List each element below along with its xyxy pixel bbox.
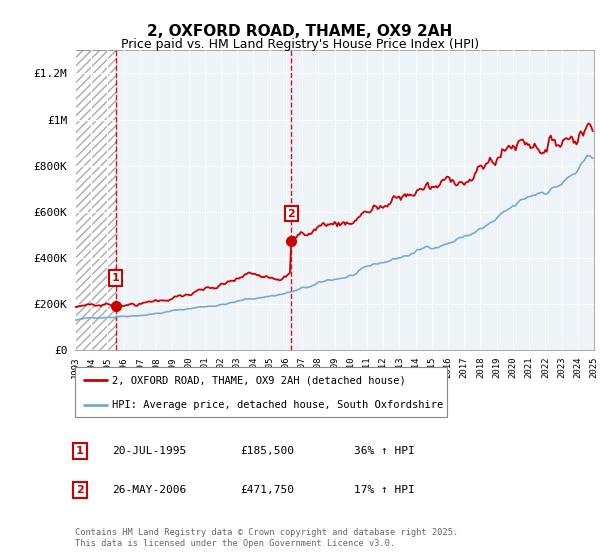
Text: 1: 1	[112, 273, 119, 283]
Text: 2: 2	[76, 485, 83, 495]
Text: 20-JUL-1995: 20-JUL-1995	[112, 446, 187, 456]
Text: HPI: Average price, detached house, South Oxfordshire: HPI: Average price, detached house, Sout…	[112, 400, 443, 409]
Text: Contains HM Land Registry data © Crown copyright and database right 2025.
This d: Contains HM Land Registry data © Crown c…	[75, 528, 458, 548]
Text: 2, OXFORD ROAD, THAME, OX9 2AH: 2, OXFORD ROAD, THAME, OX9 2AH	[148, 24, 452, 39]
Text: 2, OXFORD ROAD, THAME, OX9 2AH (detached house): 2, OXFORD ROAD, THAME, OX9 2AH (detached…	[112, 375, 406, 385]
Text: Price paid vs. HM Land Registry's House Price Index (HPI): Price paid vs. HM Land Registry's House …	[121, 38, 479, 51]
Text: 2: 2	[287, 209, 295, 218]
Text: 26-MAY-2006: 26-MAY-2006	[112, 485, 187, 495]
Text: 1: 1	[76, 446, 83, 456]
Bar	[75, 50, 116, 350]
Text: £471,750: £471,750	[240, 485, 294, 495]
Text: 17% ↑ HPI: 17% ↑ HPI	[354, 485, 415, 495]
Text: 36% ↑ HPI: 36% ↑ HPI	[354, 446, 415, 456]
Text: £185,500: £185,500	[240, 446, 294, 456]
